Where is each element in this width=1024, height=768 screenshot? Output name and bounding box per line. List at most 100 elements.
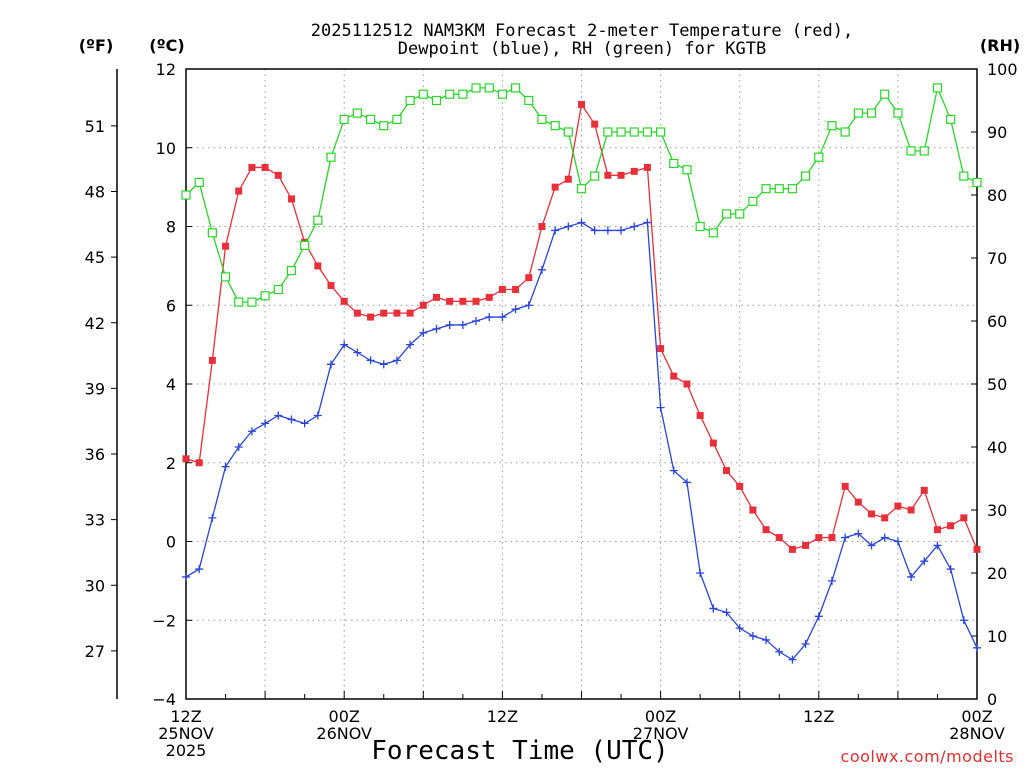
- rh-point: [510, 83, 521, 93]
- rh-point: [616, 127, 626, 137]
- celsius-tick-label: 8: [166, 218, 176, 237]
- rh-point: [365, 114, 376, 125]
- x-tick-label: 25NOV: [158, 724, 214, 743]
- dewpoint-point: [445, 320, 454, 329]
- 2-meter-temperature-point: [419, 301, 427, 309]
- rh-point: [906, 146, 916, 156]
- 2-meter-temperature-point: [657, 345, 665, 353]
- dewpoint-point: [696, 569, 705, 577]
- dewpoint-point: [498, 313, 507, 322]
- dewpoint-point: [880, 533, 889, 542]
- 2-meter-temperature-point: [551, 183, 559, 191]
- 2-meter-temperature-point: [973, 545, 981, 553]
- rh-point: [576, 184, 587, 194]
- rh-tick-label: 50: [987, 375, 1007, 394]
- dewpoint-point: [366, 356, 375, 365]
- rh-point: [194, 177, 204, 187]
- rh-point: [853, 108, 863, 118]
- dewpoint-point: [472, 317, 481, 325]
- fahrenheit-tick-label: 33: [85, 511, 105, 530]
- dewpoint-point: [841, 533, 850, 542]
- rh-point: [313, 215, 323, 225]
- dewpoint-point: [854, 529, 863, 538]
- data-series: [181, 83, 982, 664]
- 2-meter-temperature-point: [512, 286, 520, 293]
- rh-point: [590, 171, 600, 181]
- fahrenheit-axis-label: (ºF): [79, 36, 114, 55]
- dewpoint-point: [762, 635, 771, 644]
- rh-point: [761, 184, 771, 194]
- x-tick-label: 12Z: [170, 707, 201, 726]
- 2-meter-temperature-point: [261, 163, 269, 171]
- rh-point: [946, 114, 956, 125]
- chart-axes: [111, 68, 978, 700]
- 2-meter-temperature-point: [828, 534, 836, 542]
- chart-title-line1: 2025112512 NAM3KM Forecast 2-meter Tempe…: [311, 21, 853, 41]
- fahrenheit-tick-label: 42: [85, 314, 105, 333]
- rh-point: [220, 272, 231, 282]
- rh-point: [827, 121, 837, 131]
- dewpoint-point: [392, 356, 401, 365]
- 2-meter-temperature-point: [854, 498, 862, 506]
- rh-point: [247, 297, 257, 307]
- rh-point: [682, 165, 692, 175]
- 2-meter-temperature-point: [578, 100, 585, 108]
- dewpoint-point: [590, 226, 599, 235]
- dewpoint-point: [353, 348, 362, 357]
- credit-link[interactable]: coolwx.com/modelts: [841, 747, 1014, 766]
- rh-point: [273, 284, 283, 295]
- 2-meter-temperature-point: [775, 534, 783, 542]
- rh-point: [484, 83, 494, 93]
- celsius-tick-label: 2: [166, 454, 176, 473]
- 2-meter-temperature-point: [723, 467, 731, 475]
- dewpoint-point: [682, 478, 691, 487]
- rh-point: [431, 95, 442, 106]
- rh-point: [735, 209, 745, 219]
- dewpoint-point: [603, 226, 612, 235]
- 2-meter-temperature-point: [498, 286, 506, 293]
- rh-point: [352, 108, 362, 118]
- dewpoint-point: [458, 320, 467, 329]
- rh-point: [458, 89, 468, 99]
- rh-point: [339, 114, 349, 125]
- 2-meter-temperature-point: [815, 534, 823, 542]
- dewpoint-point: [959, 616, 968, 625]
- 2-meter-temperature-point: [591, 120, 599, 128]
- rh-point: [708, 228, 718, 238]
- rh-point: [748, 196, 758, 206]
- 2-meter-temperature-point: [406, 309, 414, 317]
- rh-tick-label: 20: [987, 564, 1007, 583]
- rh-tick-label: 40: [987, 438, 1007, 457]
- dewpoint-point: [893, 537, 902, 546]
- rh-point: [814, 152, 824, 162]
- rh-point: [207, 228, 217, 238]
- dewpoint-point: [327, 360, 336, 369]
- dewpoint-point: [827, 576, 836, 585]
- rh-point: [655, 127, 666, 137]
- rh-point: [563, 127, 573, 137]
- x-tick-label: 27NOV: [633, 724, 689, 743]
- celsius-tick-label: −2: [152, 611, 176, 630]
- x-tick-label: 00Z: [961, 707, 992, 726]
- dewpoint-point: [511, 305, 520, 314]
- x-tick-label: 28NOV: [949, 724, 1005, 743]
- rh-point: [603, 127, 613, 137]
- 2-meter-temperature-point: [367, 313, 375, 321]
- celsius-tick-label: 4: [166, 375, 176, 394]
- dewpoint-point: [406, 340, 415, 349]
- dewpoint-point: [379, 360, 388, 369]
- rh-point: [669, 158, 679, 169]
- rh-tick-label: 0: [987, 690, 997, 709]
- dewpoint-point: [287, 415, 296, 424]
- rh-point: [787, 184, 798, 194]
- rh-point: [919, 146, 929, 156]
- 2-meter-temperature-point: [762, 526, 770, 534]
- rh-point: [524, 95, 534, 106]
- dewpoint-point: [709, 604, 718, 613]
- rh-tick-label: 90: [987, 123, 1007, 142]
- fahrenheit-tick-label: 45: [85, 248, 105, 267]
- rh-tick-label: 10: [987, 627, 1007, 646]
- 2-meter-temperature-point: [960, 514, 968, 522]
- rh-point: [300, 240, 310, 250]
- 2-meter-temperature-point: [432, 293, 440, 301]
